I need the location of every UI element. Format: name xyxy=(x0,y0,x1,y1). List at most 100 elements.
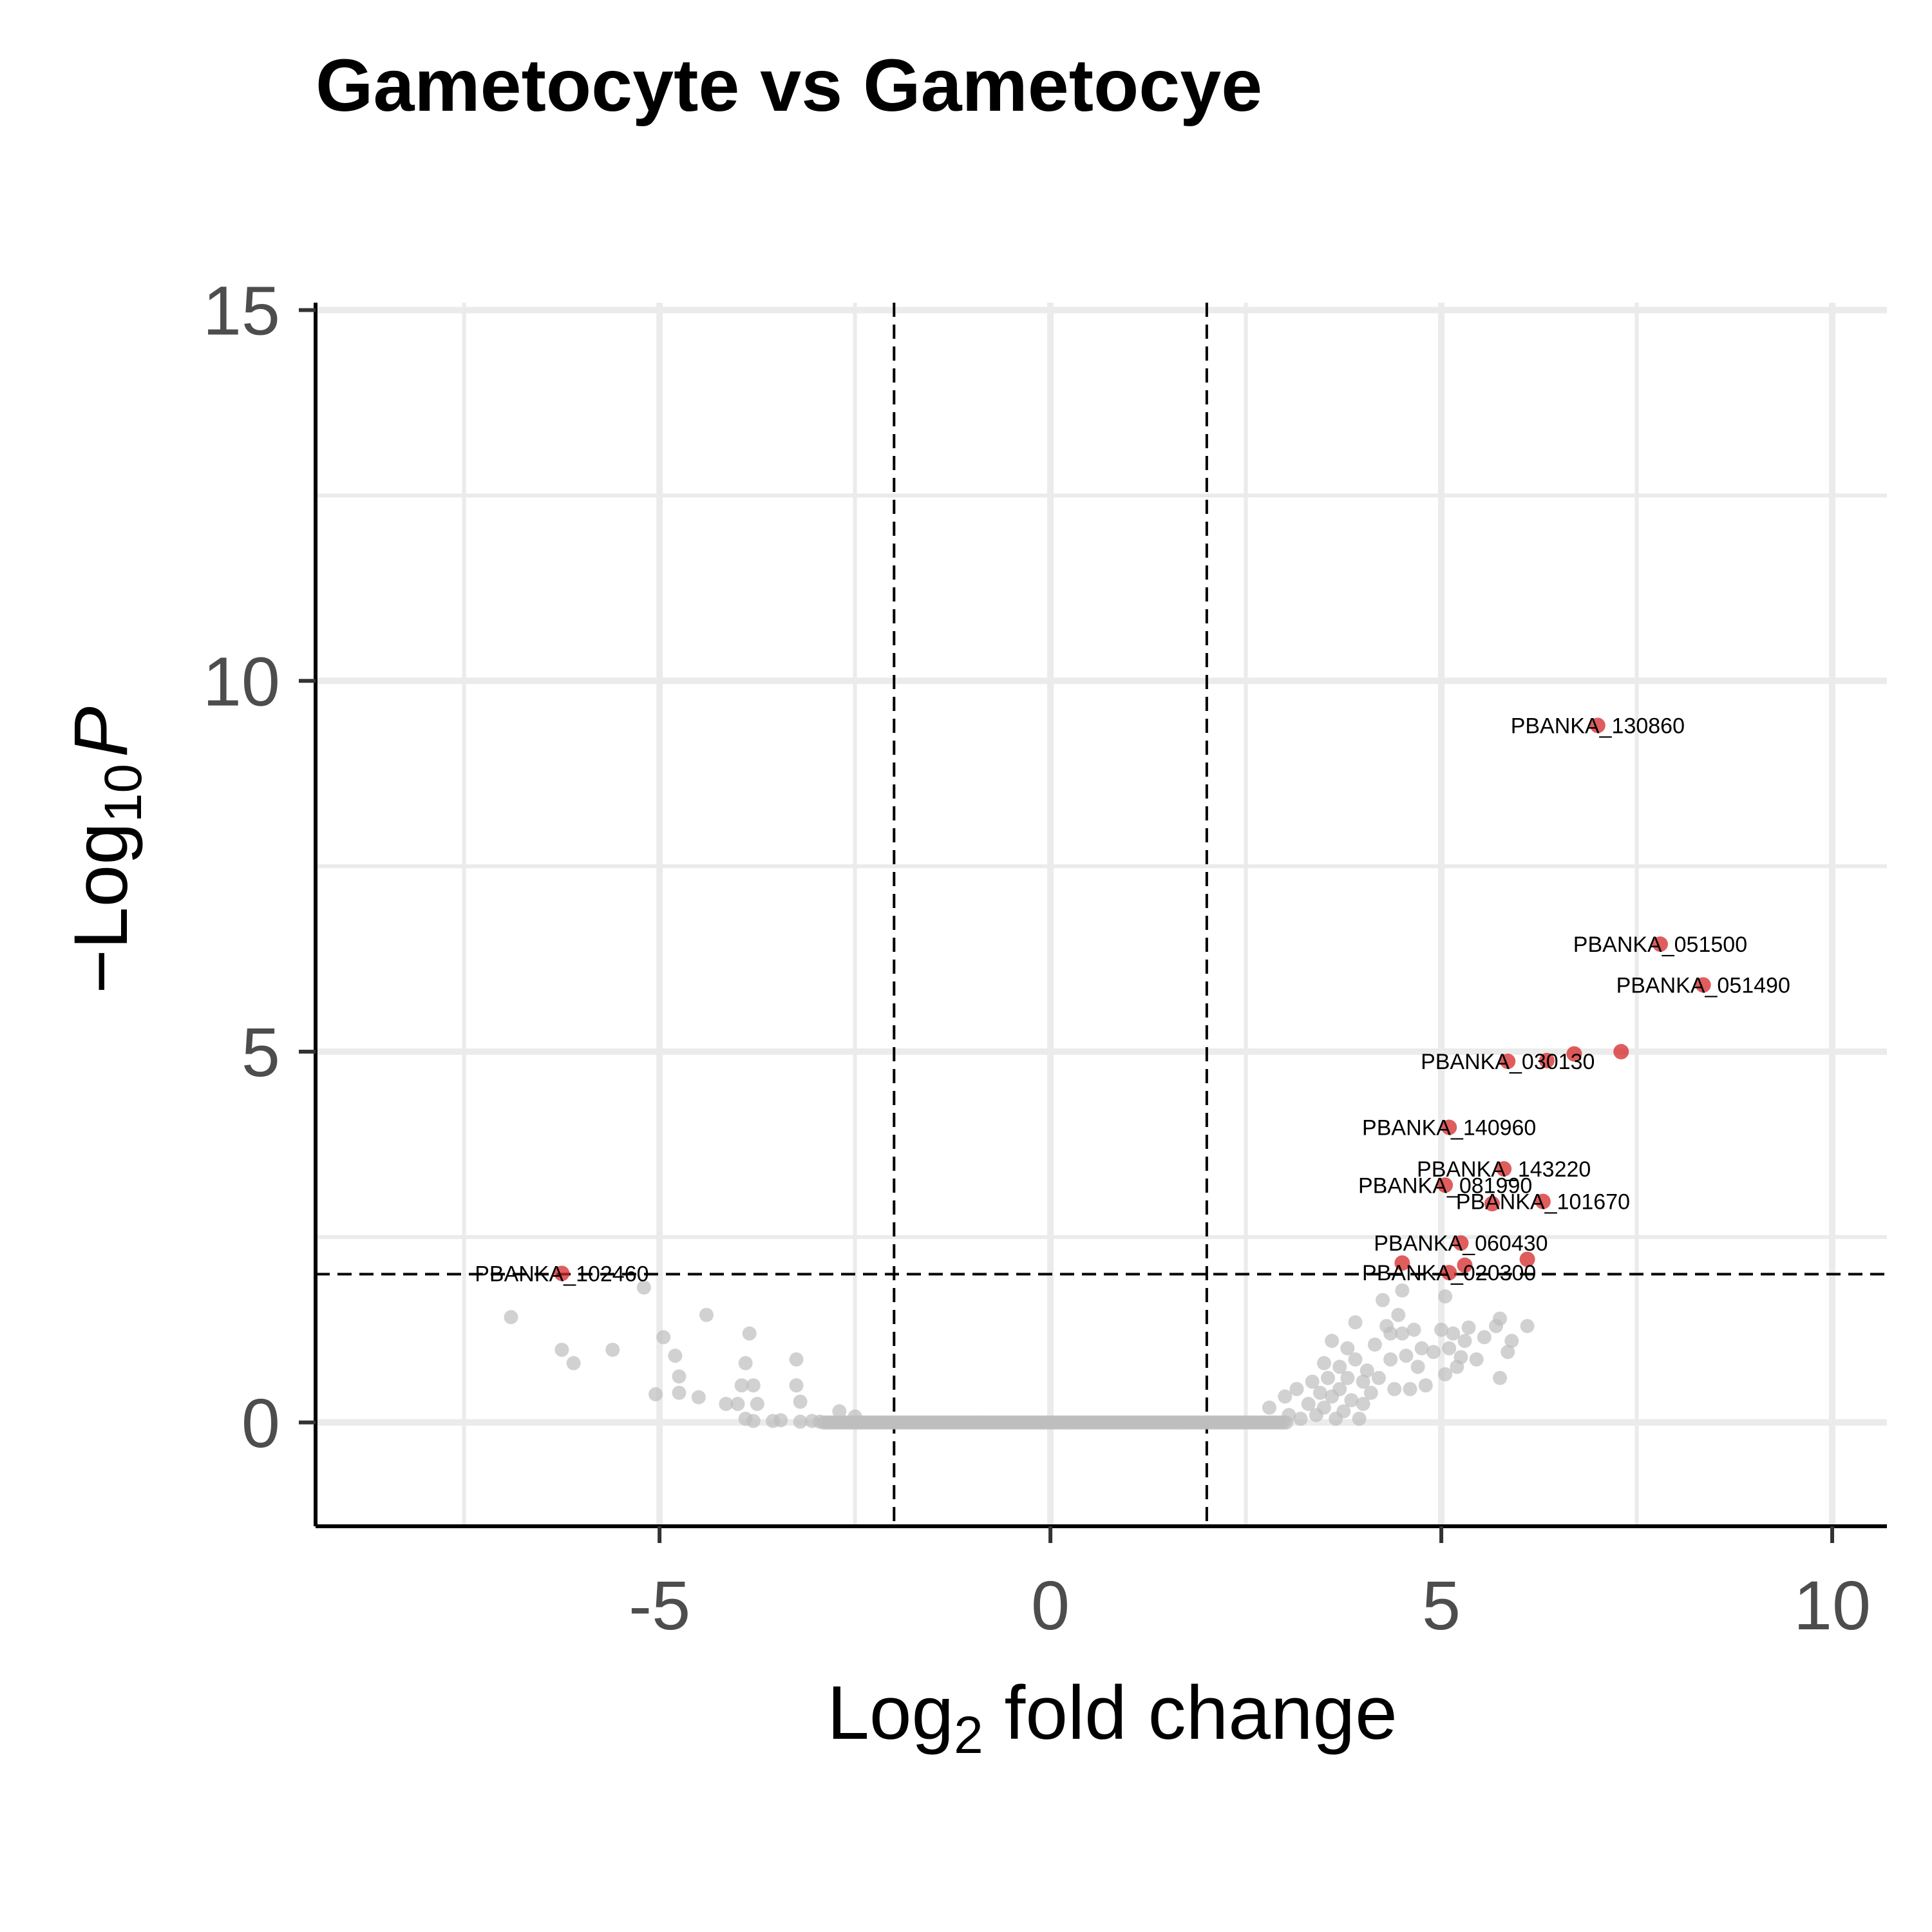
y-tick-label: 5 xyxy=(242,1013,280,1091)
nonsignificant-point xyxy=(1289,1381,1304,1396)
nonsignificant-point xyxy=(1418,1378,1433,1393)
nonsignificant-point xyxy=(1395,1326,1410,1341)
nonsignificant-point xyxy=(1403,1381,1417,1396)
gene-label: PBANKA_051500 xyxy=(1573,933,1747,957)
significant-point xyxy=(1539,1052,1555,1068)
nonsignificant-point xyxy=(504,1310,518,1325)
nonsignificant-point xyxy=(672,1385,687,1400)
nonsignificant-point xyxy=(1348,1315,1363,1330)
nonsignificant-point xyxy=(1442,1341,1457,1356)
nonsignificant-point xyxy=(1383,1352,1398,1367)
y-tick-label: 10 xyxy=(203,642,280,720)
nonsignificant-point xyxy=(1356,1397,1370,1411)
gene-label: PBANKA_101670 xyxy=(1456,1190,1630,1215)
significant-point xyxy=(1519,1251,1535,1267)
nonsignificant-point xyxy=(1493,1370,1508,1385)
nonsignificant-point xyxy=(1359,1363,1374,1378)
x-tick-label: 0 xyxy=(1031,1566,1070,1644)
nonsignificant-point xyxy=(1493,1311,1508,1326)
gene-label: PBANKA_140960 xyxy=(1362,1115,1536,1140)
grid-lines xyxy=(316,303,1887,1526)
nonsignificant-point xyxy=(1282,1408,1296,1423)
nonsignificant-point xyxy=(699,1307,714,1322)
nonsignificant-point xyxy=(1446,1326,1461,1341)
significant-point xyxy=(1652,936,1668,952)
nonsignificant-point xyxy=(1325,1334,1340,1349)
nonsignificant-point xyxy=(1520,1319,1535,1334)
nonsignificant-point xyxy=(1348,1352,1363,1367)
nonsignificant-point xyxy=(750,1397,764,1411)
nonsignificant-point xyxy=(1301,1397,1316,1411)
nonsignificant-point xyxy=(746,1414,761,1428)
nonsignificant-point xyxy=(1352,1412,1367,1426)
significant-point xyxy=(1695,977,1711,993)
significant-point xyxy=(1484,1196,1500,1212)
x-tick-label: 5 xyxy=(1422,1566,1461,1644)
significant-point xyxy=(1500,1054,1516,1069)
nonsignificant-point xyxy=(1504,1334,1519,1349)
nonsignificant-point xyxy=(1344,1393,1359,1408)
nonsignificant-point xyxy=(1340,1370,1355,1385)
significant-point xyxy=(1453,1235,1469,1251)
gene-label: PBANKA_102460 xyxy=(475,1262,649,1286)
nonsignificant-point xyxy=(1278,1389,1293,1404)
nonsignificant-point xyxy=(1336,1404,1351,1419)
significant-point xyxy=(1441,1265,1457,1281)
significant-point xyxy=(1535,1193,1551,1209)
nonsignificant-point xyxy=(1356,1374,1370,1389)
x-axis-title: Log2 fold change xyxy=(827,1671,1397,1765)
nonsignificant-point xyxy=(1371,1370,1386,1385)
gene-label: PBANKA_020300 xyxy=(1362,1261,1536,1285)
significant-point xyxy=(1566,1046,1582,1062)
nonsignificant-point xyxy=(789,1352,804,1367)
nonsignificant-point xyxy=(789,1378,804,1393)
gene-label: PBANKA_060430 xyxy=(1374,1231,1548,1256)
nonsignificant-point xyxy=(793,1394,808,1409)
y-tick-label: 0 xyxy=(242,1384,280,1462)
gene-label: PBANKA_030130 xyxy=(1421,1050,1595,1074)
y-axis-title: −Log10P xyxy=(59,706,153,994)
nonsignificant-point xyxy=(672,1369,687,1384)
nonsignificant-point xyxy=(1410,1359,1425,1374)
nonsignificant-point xyxy=(1406,1322,1421,1337)
nonsignificant-point xyxy=(746,1378,761,1393)
nonsignificant-point xyxy=(691,1390,706,1405)
nonsignificant-point xyxy=(1391,1307,1406,1322)
nonsignificant-point xyxy=(605,1342,620,1357)
nonsignificant-point xyxy=(636,1280,651,1295)
nonsignificant-point xyxy=(832,1404,847,1419)
significant-point xyxy=(1613,1044,1629,1060)
nonsignificant-point xyxy=(1426,1345,1441,1359)
nonsignificant-point xyxy=(1501,1345,1515,1359)
gene-label: PBANKA_143220 xyxy=(1417,1157,1591,1182)
nonsignificant-point xyxy=(1477,1330,1492,1345)
nonsignificant-point xyxy=(1399,1349,1414,1363)
nonsignificant-point xyxy=(566,1356,581,1370)
nonsignificant-point xyxy=(773,1413,788,1428)
nonsignificant-point xyxy=(734,1378,749,1393)
nonsignificant-point xyxy=(1305,1374,1320,1389)
tick-labels: -5 0 5 10 0 5 10 15 xyxy=(203,272,1871,1644)
nonsignificant-point xyxy=(719,1397,734,1411)
significant-point xyxy=(1437,1177,1454,1193)
significant-points xyxy=(554,717,1711,1282)
nonsignificant-point xyxy=(1262,1400,1276,1415)
axes xyxy=(299,303,1887,1543)
nonsignificant-point xyxy=(1414,1341,1429,1356)
nonsignificant-point xyxy=(848,1409,862,1424)
significant-point xyxy=(1457,1257,1473,1273)
gene-label: PBANKA_051490 xyxy=(1616,973,1790,998)
x-tick-label: -5 xyxy=(629,1566,690,1644)
y-tick-label: 15 xyxy=(203,272,280,350)
nonsignificant-point xyxy=(1438,1289,1453,1304)
nonsignificant-point xyxy=(1457,1334,1472,1349)
nonsignificant-point xyxy=(1387,1381,1402,1396)
nonsignificant-point xyxy=(1363,1385,1378,1400)
nonsignificant-point xyxy=(1469,1352,1484,1367)
nonsignificant-point xyxy=(812,1414,827,1429)
nonsignificant-point xyxy=(656,1330,671,1345)
significant-point xyxy=(1394,1255,1410,1271)
nonsignificant-point xyxy=(1376,1293,1390,1307)
nonsignificant-point xyxy=(1332,1359,1347,1374)
